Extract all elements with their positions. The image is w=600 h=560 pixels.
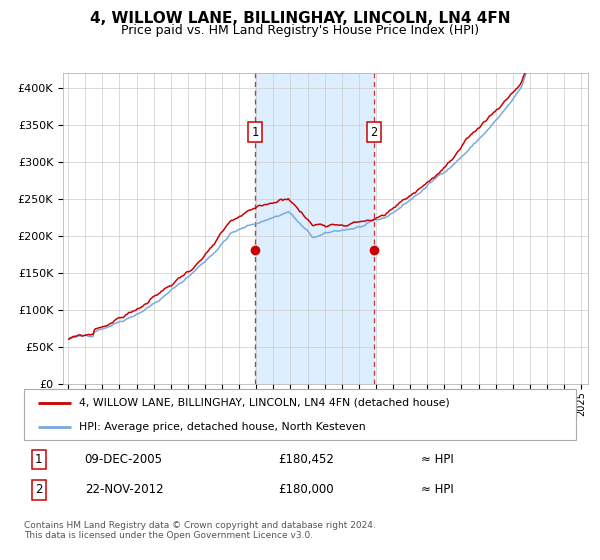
Text: £180,000: £180,000: [278, 483, 334, 496]
Text: £180,452: £180,452: [278, 453, 334, 466]
Text: Price paid vs. HM Land Registry's House Price Index (HPI): Price paid vs. HM Land Registry's House …: [121, 24, 479, 36]
Text: 4, WILLOW LANE, BILLINGHAY, LINCOLN, LN4 4FN (detached house): 4, WILLOW LANE, BILLINGHAY, LINCOLN, LN4…: [79, 398, 450, 408]
FancyBboxPatch shape: [24, 389, 576, 440]
Text: 1: 1: [35, 453, 43, 466]
Text: 2: 2: [35, 483, 43, 496]
Text: ≈ HPI: ≈ HPI: [421, 453, 454, 466]
Text: 09-DEC-2005: 09-DEC-2005: [85, 453, 163, 466]
Text: 4, WILLOW LANE, BILLINGHAY, LINCOLN, LN4 4FN: 4, WILLOW LANE, BILLINGHAY, LINCOLN, LN4…: [90, 11, 510, 26]
Text: HPI: Average price, detached house, North Kesteven: HPI: Average price, detached house, Nort…: [79, 422, 366, 432]
Text: 1: 1: [251, 125, 259, 138]
Text: Contains HM Land Registry data © Crown copyright and database right 2024.
This d: Contains HM Land Registry data © Crown c…: [24, 521, 376, 540]
Text: ≈ HPI: ≈ HPI: [421, 483, 454, 496]
Text: 22-NOV-2012: 22-NOV-2012: [85, 483, 163, 496]
Bar: [255, 73, 374, 384]
Text: 2: 2: [371, 125, 377, 138]
